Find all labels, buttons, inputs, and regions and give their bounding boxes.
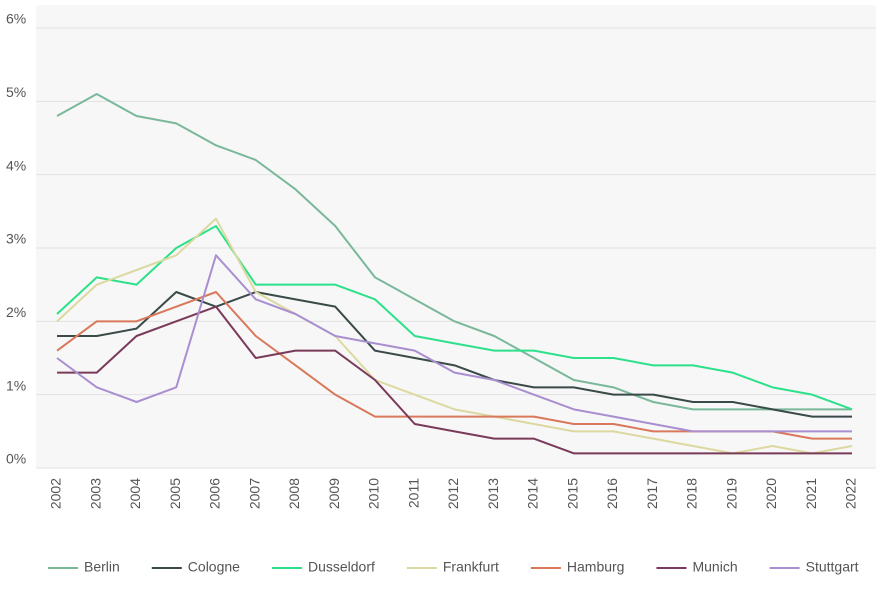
x-tick-label: 2003	[87, 478, 103, 509]
legend-label: Frankfurt	[443, 559, 499, 575]
x-tick-label: 2014	[525, 478, 541, 509]
y-tick-label: 1%	[6, 377, 26, 393]
y-tick-label: 2%	[6, 304, 26, 320]
x-tick-label: 2004	[127, 478, 143, 509]
x-tick-label: 2017	[644, 478, 660, 509]
legend-label: Stuttgart	[806, 559, 859, 575]
x-tick-label: 2016	[604, 478, 620, 509]
x-tick-label: 2012	[445, 478, 461, 509]
x-tick-label: 2011	[405, 478, 421, 508]
x-tick-label: 2013	[485, 478, 501, 509]
x-tick-label: 2020	[763, 478, 779, 509]
x-tick-label: 2005	[167, 478, 183, 509]
line-series	[57, 305, 852, 455]
x-tick-label: 2021	[803, 478, 819, 509]
y-tick-label: 4%	[6, 157, 26, 173]
y-tick-label: 6%	[6, 11, 26, 27]
line-series	[56, 254, 852, 433]
x-tick-label: 2010	[366, 478, 382, 509]
line-series	[56, 93, 852, 411]
x-tick-label: 2022	[843, 478, 859, 509]
x-tick-label: 2007	[246, 478, 262, 509]
legend-label: Hamburg	[567, 559, 625, 575]
y-tick-label: 5%	[6, 84, 26, 100]
line-series	[56, 217, 853, 455]
line-series	[56, 225, 853, 411]
x-tick-label: 2019	[723, 478, 739, 509]
legend-label: Cologne	[188, 559, 240, 575]
y-tick-label: 0%	[6, 451, 26, 467]
line-series	[57, 291, 852, 418]
legend-label: Berlin	[84, 559, 120, 575]
plot-background	[36, 5, 876, 468]
x-tick-label: 2008	[286, 478, 302, 509]
legend-label: Munich	[692, 559, 737, 575]
x-tick-label: 2009	[326, 478, 342, 509]
legend-label: Dusseldorf	[308, 559, 375, 575]
x-tick-label: 2006	[207, 478, 223, 509]
y-tick-label: 3%	[6, 231, 26, 247]
x-tick-label: 2018	[684, 478, 700, 509]
x-tick-label: 2015	[564, 478, 580, 509]
x-tick-label: 2002	[48, 478, 64, 509]
